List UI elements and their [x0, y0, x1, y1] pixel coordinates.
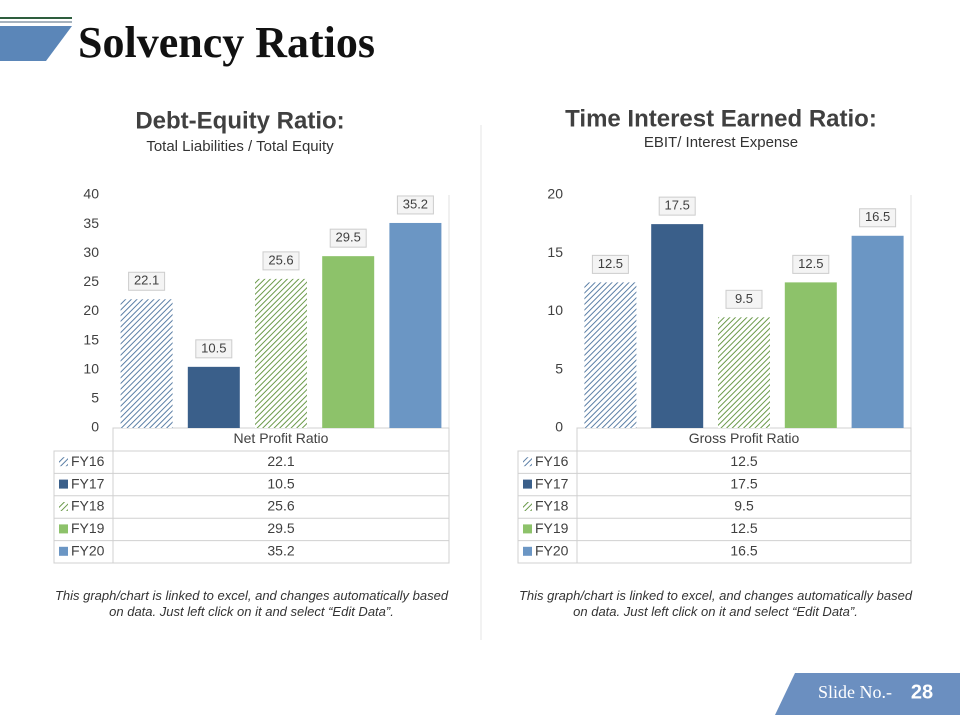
- data-label-box: [396, 195, 434, 215]
- x-category-label: Gross Profit Ratio: [689, 430, 800, 446]
- table-value: 12.5: [730, 453, 757, 469]
- data-label-box: [329, 228, 367, 248]
- y-tick-label: 20: [83, 302, 99, 318]
- y-tick-label: 15: [547, 244, 563, 260]
- slide-number: 28: [911, 681, 933, 703]
- legend-label: FY18: [535, 498, 569, 514]
- bar: [651, 224, 704, 428]
- chart-note: This graph/chart is linked to excel, and…: [54, 588, 449, 619]
- data-label-box: [725, 289, 763, 309]
- bar: [322, 256, 375, 428]
- bar: [389, 222, 442, 428]
- chart-subtitle: Total Liabilities / Total Equity: [146, 138, 334, 155]
- table-frame: [53, 450, 450, 564]
- y-tick-label: 25: [83, 273, 99, 289]
- chart-title: Time Interest Earned Ratio:: [565, 105, 877, 132]
- chart-title: Debt-Equity Ratio:: [135, 107, 344, 134]
- legend-label: FY20: [535, 543, 569, 559]
- data-label: 35.2: [403, 196, 428, 211]
- data-label: 22.1: [134, 273, 159, 288]
- legend-swatch: [59, 546, 68, 556]
- table-value: 12.5: [730, 520, 757, 536]
- legend-swatch: [59, 524, 68, 534]
- table-value: 35.2: [267, 543, 294, 559]
- data-label-box: [658, 196, 696, 216]
- table-value: 9.5: [734, 498, 754, 514]
- y-tick-label: 30: [83, 244, 99, 260]
- y-tick-label: 15: [83, 331, 99, 347]
- data-label: 16.5: [865, 209, 890, 224]
- table-value: 10.5: [267, 475, 294, 491]
- x-category-label: Net Profit Ratio: [234, 430, 329, 446]
- legend-label: FY16: [71, 453, 105, 469]
- table-value: 22.1: [267, 453, 294, 469]
- data-label: 12.5: [598, 256, 623, 271]
- data-label-box: [262, 251, 300, 271]
- y-tick-label: 5: [555, 360, 563, 376]
- data-label: 25.6: [268, 252, 293, 267]
- data-label: 10.5: [201, 340, 226, 355]
- y-tick-label: 5: [91, 390, 99, 406]
- data-label-box: [195, 339, 233, 359]
- data-label-box: [792, 254, 830, 274]
- slide-number-label: Slide No.-: [818, 682, 892, 702]
- y-tick-label: 40: [83, 186, 99, 202]
- data-label-box: [591, 254, 629, 274]
- legend-label: FY16: [535, 453, 569, 469]
- legend-label: FY19: [71, 520, 105, 536]
- data-label: 17.5: [665, 198, 690, 213]
- data-label: 12.5: [798, 256, 823, 271]
- table-value: 29.5: [267, 520, 294, 536]
- y-tick-label: 0: [91, 419, 99, 435]
- bar: [255, 278, 307, 428]
- legend-label: FY18: [71, 498, 105, 514]
- chart-note: This graph/chart is linked to excel, and…: [518, 588, 913, 619]
- legend-label: FY17: [535, 475, 569, 491]
- slide-title: Solvency Ratios: [78, 18, 375, 67]
- legend-label: FY17: [71, 475, 105, 491]
- legend-swatch: [523, 457, 532, 467]
- y-tick-label: 35: [83, 215, 99, 231]
- legend-swatch: [59, 479, 68, 489]
- table-value: 16.5: [730, 543, 757, 559]
- data-label-box: [859, 208, 897, 228]
- y-tick-label: 10: [547, 302, 563, 318]
- table-value: 25.6: [267, 498, 294, 514]
- table-value: 17.5: [730, 475, 757, 491]
- bar: [851, 235, 904, 428]
- chart-subtitle: EBIT/ Interest Expense: [644, 134, 798, 151]
- decor-shape: [0, 26, 72, 61]
- bar: [784, 282, 837, 428]
- legend-swatch: [523, 479, 532, 489]
- legend-label: FY19: [535, 520, 569, 536]
- bar: [718, 317, 770, 428]
- bar: [187, 366, 240, 428]
- legend-swatch: [523, 546, 532, 556]
- data-label: 9.5: [735, 291, 753, 306]
- y-tick-label: 20: [547, 186, 563, 202]
- legend-label: FY20: [71, 543, 105, 559]
- legend-swatch: [59, 502, 68, 511]
- bar: [120, 299, 173, 428]
- slide-number-shape: [775, 673, 960, 715]
- legend-swatch: [523, 524, 532, 534]
- legend-swatch: [523, 502, 532, 511]
- y-tick-label: 0: [555, 419, 563, 435]
- data-label: 29.5: [336, 230, 361, 245]
- table-frame: [517, 450, 912, 564]
- legend-swatch: [59, 457, 68, 467]
- bar: [584, 282, 637, 428]
- data-label-box: [128, 271, 166, 291]
- y-tick-label: 10: [83, 360, 99, 376]
